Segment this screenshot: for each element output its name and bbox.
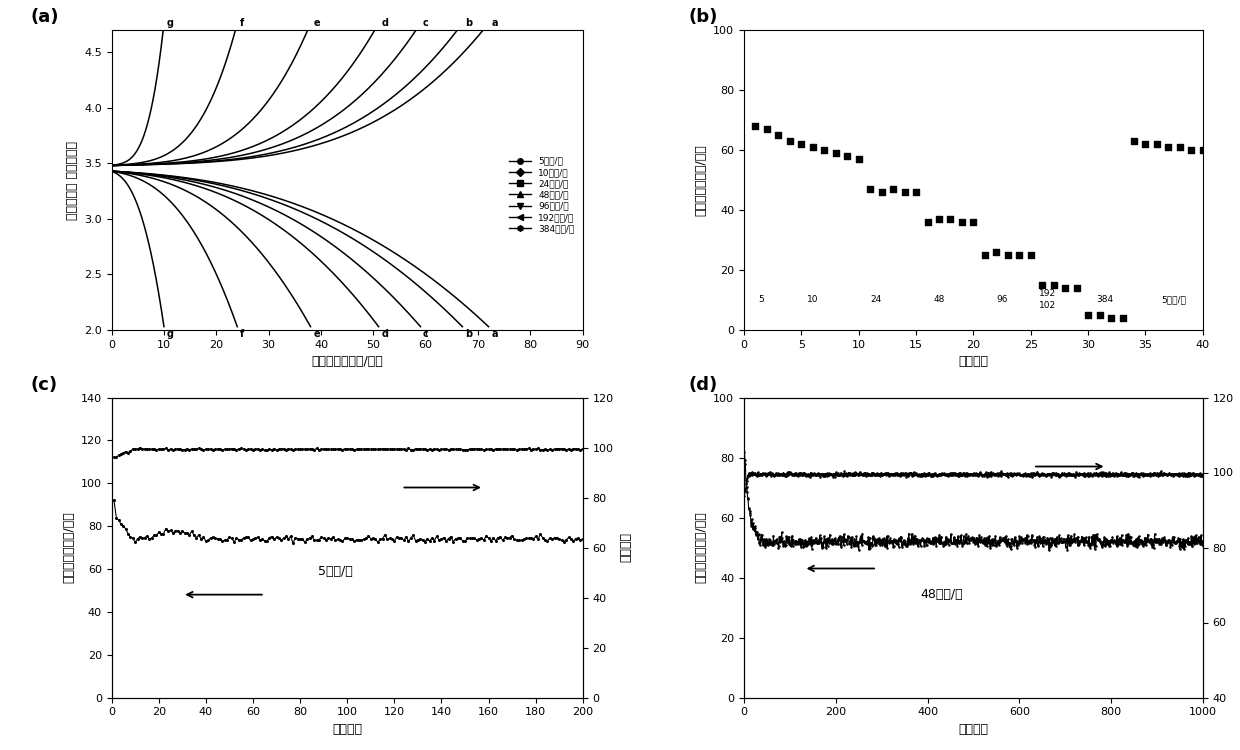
Text: e: e	[314, 18, 320, 28]
Point	[1123, 135, 1143, 147]
Text: d: d	[381, 18, 388, 28]
Text: a: a	[491, 18, 497, 28]
Point	[906, 186, 926, 198]
Point	[1158, 141, 1178, 153]
Point	[894, 186, 914, 198]
Text: c: c	[423, 18, 429, 28]
Legend: 5毫安/克, 10毫安/克, 24毫安/克, 48毫安/克, 96毫安/克, 192毫安/克, 384毫安/克: 5毫安/克, 10毫安/克, 24毫安/克, 48毫安/克, 96毫安/克, 1…	[505, 153, 578, 237]
Point	[1193, 144, 1213, 156]
Text: 96: 96	[996, 296, 1008, 304]
Point	[826, 147, 846, 159]
Point	[872, 186, 892, 198]
Text: 5毫安/克: 5毫安/克	[317, 566, 353, 578]
Point	[769, 129, 789, 141]
X-axis label: 循环次数: 循环次数	[959, 356, 988, 368]
Text: 5: 5	[759, 296, 764, 304]
Point	[998, 249, 1018, 261]
Y-axis label: 电压（伏特 对钓金属）: 电压（伏特 对钓金属）	[66, 140, 78, 220]
Point	[986, 246, 1006, 258]
Point	[1136, 138, 1156, 150]
Text: (d): (d)	[688, 376, 718, 394]
Y-axis label: 比容量（毫安时/克）: 比容量（毫安时/克）	[694, 144, 708, 216]
Text: 102: 102	[1039, 302, 1056, 310]
X-axis label: 比容量（毫安时/克）: 比容量（毫安时/克）	[311, 356, 383, 368]
Point	[815, 144, 835, 156]
Text: c: c	[423, 329, 429, 339]
Text: f: f	[239, 18, 244, 28]
Point	[1032, 279, 1052, 291]
Point	[1169, 141, 1189, 153]
Text: (b): (b)	[688, 8, 718, 26]
Text: 48: 48	[934, 296, 945, 304]
Text: g: g	[166, 329, 174, 339]
Point	[1090, 309, 1110, 321]
Point	[1112, 312, 1132, 324]
Point	[1044, 279, 1064, 291]
X-axis label: 循环次数: 循环次数	[332, 723, 362, 736]
Point	[861, 183, 880, 195]
Text: a: a	[491, 329, 497, 339]
Text: d: d	[381, 329, 388, 339]
Point	[1066, 282, 1086, 294]
Point	[1147, 138, 1167, 150]
Text: 384: 384	[1096, 296, 1114, 304]
Text: b: b	[465, 329, 472, 339]
Point	[963, 216, 983, 228]
Text: b: b	[465, 18, 472, 28]
Text: g: g	[166, 18, 174, 28]
Text: 48毫安/克: 48毫安/克	[920, 589, 962, 602]
Point	[780, 135, 800, 147]
Point	[941, 213, 961, 225]
Y-axis label: 库伦效率: 库伦效率	[619, 532, 632, 562]
Point	[804, 141, 823, 153]
Point	[848, 153, 868, 165]
Text: f: f	[239, 329, 244, 339]
Text: e: e	[314, 329, 320, 339]
Point	[929, 213, 949, 225]
Point	[1182, 144, 1202, 156]
Text: 10: 10	[807, 296, 818, 304]
Point	[1021, 249, 1040, 261]
Y-axis label: 比容量（毫安时/克）: 比容量（毫安时/克）	[694, 512, 708, 584]
Point	[745, 120, 765, 132]
Point	[1078, 309, 1099, 321]
Point	[791, 138, 811, 150]
Text: (c): (c)	[31, 376, 58, 394]
Point	[883, 183, 903, 195]
Point	[1055, 282, 1075, 294]
X-axis label: 循环次数: 循环次数	[959, 723, 988, 736]
Point	[1101, 312, 1121, 324]
Point	[975, 249, 994, 261]
Text: 5毫安/克: 5毫安/克	[1162, 296, 1187, 304]
Y-axis label: 比容量（毫安时/克）: 比容量（毫安时/克）	[62, 512, 76, 584]
Text: 24: 24	[870, 296, 882, 304]
Point	[756, 123, 776, 135]
Text: 192: 192	[1039, 290, 1056, 298]
Text: (a): (a)	[31, 8, 60, 26]
Point	[918, 216, 937, 228]
Point	[1009, 249, 1029, 261]
Point	[952, 216, 972, 228]
Point	[837, 150, 857, 162]
